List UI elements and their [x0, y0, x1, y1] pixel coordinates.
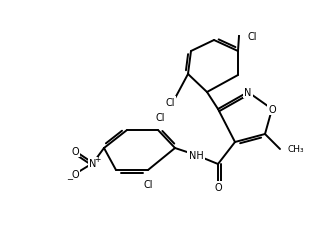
Text: Cl: Cl [165, 98, 174, 108]
Text: −: − [67, 175, 73, 184]
Text: O: O [268, 105, 276, 115]
Text: Cl: Cl [143, 179, 153, 189]
Text: N: N [244, 88, 252, 98]
Text: O: O [71, 146, 79, 156]
Text: O: O [214, 182, 222, 192]
Text: +: + [94, 154, 100, 163]
Text: Cl: Cl [247, 32, 257, 42]
Text: CH₃: CH₃ [288, 145, 304, 154]
Text: NH: NH [189, 150, 203, 160]
Text: O: O [71, 169, 79, 179]
Text: N: N [89, 158, 97, 168]
Text: Cl: Cl [155, 112, 165, 122]
